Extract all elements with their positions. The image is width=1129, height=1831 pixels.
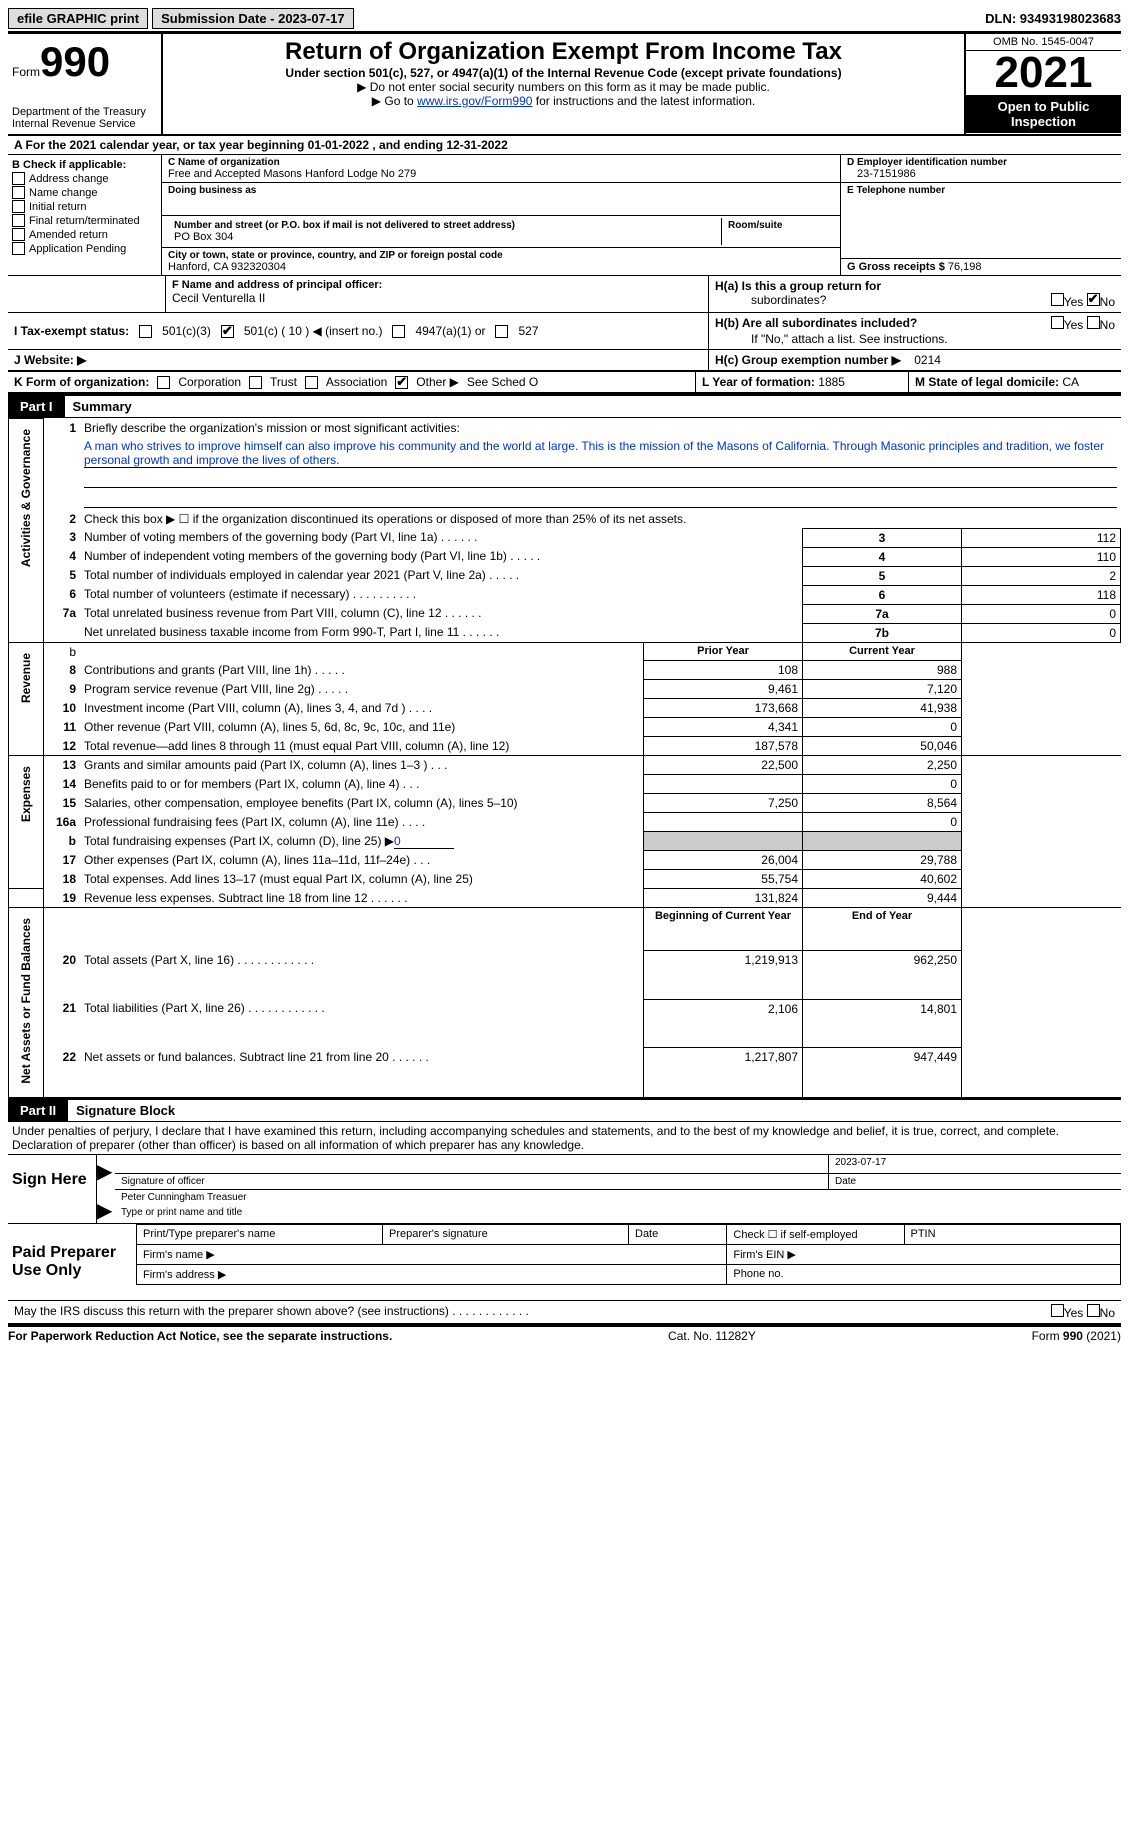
street-label: Number and street (or P.O. box if mail i…	[174, 220, 715, 231]
cb-trust[interactable]	[249, 376, 262, 389]
part1-bar: Part I Summary	[8, 395, 1121, 418]
efile-print-button[interactable]: efile GRAPHIC print	[8, 8, 148, 29]
row-i: I Tax-exempt status: 501(c)(3) 501(c) ( …	[8, 313, 1121, 350]
top-bar: efile GRAPHIC print Submission Date - 20…	[8, 8, 1121, 29]
form-number: 990	[40, 38, 110, 85]
gross-receipts-label: G Gross receipts $	[847, 261, 945, 273]
dln-label: DLN: 93493198023683	[985, 11, 1121, 26]
part1-title: Summary	[65, 399, 132, 414]
gross-receipts-value: 76,198	[948, 261, 982, 273]
cb-501c3[interactable]	[139, 325, 152, 338]
row-f-h: F Name and address of principal officer:…	[8, 276, 1121, 313]
dba-label: Doing business as	[168, 185, 834, 196]
dept-label: Department of the Treasury	[12, 106, 157, 118]
footer: For Paperwork Reduction Act Notice, see …	[8, 1325, 1121, 1343]
cb-amended[interactable]	[12, 228, 25, 241]
row-j: J Website: ▶ H(c) Group exemption number…	[8, 350, 1121, 372]
note-ssn: ▶ Do not enter social security numbers o…	[167, 80, 960, 94]
cb-hb-yes[interactable]	[1051, 316, 1064, 329]
subtitle: Under section 501(c), 527, or 4947(a)(1)…	[167, 66, 960, 80]
cb-other[interactable]	[395, 376, 408, 389]
org-name-label: C Name of organization	[168, 157, 834, 168]
cb-app-pending[interactable]	[12, 242, 25, 255]
room-label: Room/suite	[728, 220, 828, 231]
cb-initial-return[interactable]	[12, 200, 25, 213]
info-grid: B Check if applicable: Address change Na…	[8, 155, 1121, 276]
city-value: Hanford, CA 932320304	[168, 261, 834, 273]
submission-date-button[interactable]: Submission Date - 2023-07-17	[152, 8, 354, 29]
cb-527[interactable]	[495, 325, 508, 338]
cb-corp[interactable]	[157, 376, 170, 389]
officer-label: F Name and address of principal officer:	[172, 279, 702, 291]
cb-ha-yes[interactable]	[1051, 293, 1064, 306]
declaration: Under penalties of perjury, I declare th…	[8, 1122, 1121, 1155]
line-a: A For the 2021 calendar year, or tax yea…	[8, 136, 1121, 155]
officer-name: Cecil Venturella II	[172, 291, 702, 305]
irs-link[interactable]: www.irs.gov/Form990	[417, 94, 532, 108]
main-title: Return of Organization Exempt From Incom…	[167, 38, 960, 66]
cb-discuss-yes[interactable]	[1051, 1304, 1064, 1317]
summary-table: Activities & Governance 1 Briefly descri…	[8, 418, 1121, 1099]
open-inspection: Open to Public Inspection	[966, 95, 1121, 133]
paid-preparer-row: Paid Preparer Use Only Print/Type prepar…	[8, 1224, 1121, 1301]
form-label: Form	[12, 65, 40, 79]
ein-label: D Employer identification number	[847, 157, 1115, 168]
tax-year: 2021	[966, 51, 1121, 95]
discuss-row: May the IRS discuss this return with the…	[8, 1301, 1121, 1325]
street-value: PO Box 304	[174, 231, 715, 243]
part2-bar: Part II Signature Block	[8, 1099, 1121, 1122]
cb-name-change[interactable]	[12, 186, 25, 199]
cb-4947[interactable]	[392, 325, 405, 338]
city-label: City or town, state or province, country…	[168, 250, 834, 261]
cb-final-return[interactable]	[12, 214, 25, 227]
part2-title: Signature Block	[68, 1103, 175, 1118]
cb-501c[interactable]	[221, 325, 234, 338]
sign-here-row: Sign Here ▶▶ 2023-07-17 Signature of off…	[8, 1155, 1121, 1224]
note-link: ▶ Go to www.irs.gov/Form990 for instruct…	[167, 94, 960, 108]
irs-label: Internal Revenue Service	[12, 118, 157, 130]
cb-assoc[interactable]	[305, 376, 318, 389]
part2-header: Part II	[8, 1100, 68, 1121]
org-name: Free and Accepted Masons Hanford Lodge N…	[168, 168, 834, 180]
cb-discuss-no[interactable]	[1087, 1304, 1100, 1317]
part1-header: Part I	[8, 396, 65, 417]
cb-hb-no[interactable]	[1087, 316, 1100, 329]
row-klm: K Form of organization: Corporation Trus…	[8, 372, 1121, 395]
cb-ha-no[interactable]	[1087, 293, 1100, 306]
ein-value: 23-7151986	[847, 168, 1115, 180]
form-header: Form990 Department of the Treasury Inter…	[8, 31, 1121, 136]
cb-address-change[interactable]	[12, 172, 25, 185]
phone-label: E Telephone number	[847, 185, 1115, 196]
box-b-header: B Check if applicable:	[12, 159, 157, 171]
